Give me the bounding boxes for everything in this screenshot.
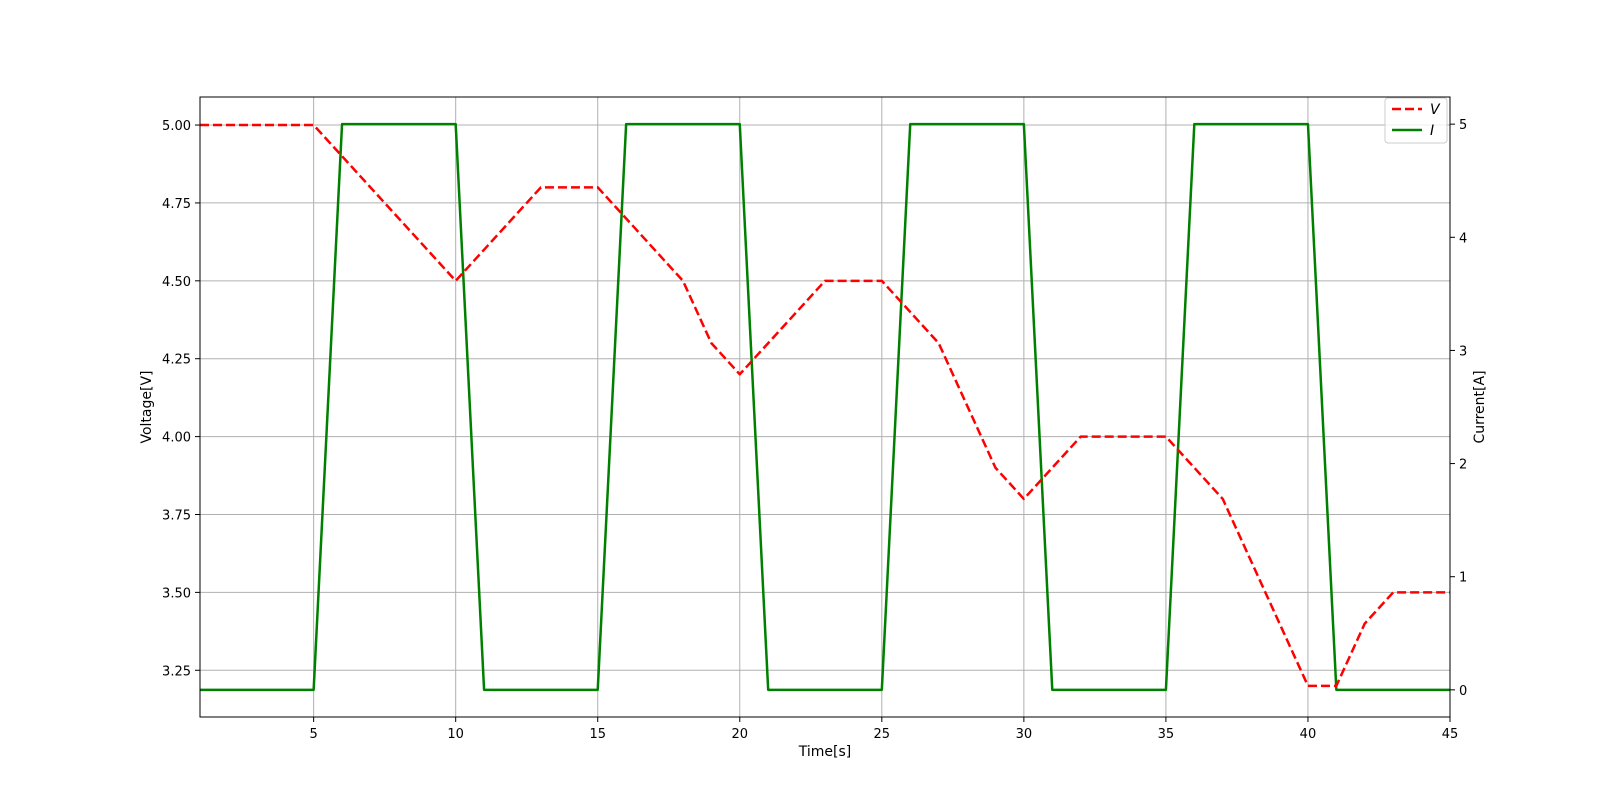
x-tick-label: 35 <box>1158 727 1175 742</box>
y2-tick-label: 0 <box>1459 684 1467 699</box>
x-tick-label: 5 <box>309 727 317 742</box>
y-tick-label: 3.75 <box>162 508 191 523</box>
y-tick-label: 5.00 <box>162 119 191 134</box>
y2-tick-label: 3 <box>1459 344 1467 359</box>
y-tick-label: 4.50 <box>162 275 191 290</box>
y-axis-label: Voltage[V] <box>139 370 155 443</box>
legend-label-i: I <box>1430 123 1434 139</box>
x-tick-label: 15 <box>589 727 606 742</box>
y2-tick-label: 5 <box>1459 118 1467 133</box>
x-tick-label: 40 <box>1300 727 1317 742</box>
series-line-v <box>200 123 1450 688</box>
y2-tick-label: 1 <box>1459 571 1467 586</box>
x-tick-label: 25 <box>874 727 891 742</box>
series-line-i <box>200 122 1450 692</box>
legend-label-v: V <box>1430 102 1441 118</box>
x-axis-label: Time[s] <box>798 744 851 760</box>
plot-lines <box>200 122 1450 692</box>
y2-axis-label: Current[A] <box>1472 370 1488 443</box>
y-tick-label: 4.75 <box>162 197 191 212</box>
y-tick-label: 3.25 <box>162 664 191 679</box>
x-tick-label: 45 <box>1442 727 1459 742</box>
y-tick-label: 4.25 <box>162 353 191 368</box>
grid <box>200 97 1451 717</box>
legend: V I <box>1384 97 1448 144</box>
y2-tick-label: 4 <box>1459 231 1467 246</box>
y2-tick-label: 2 <box>1459 458 1467 473</box>
y-tick-label: 3.50 <box>162 586 191 601</box>
x-tick-label: 10 <box>447 727 464 742</box>
x-tick-label: 20 <box>731 727 748 742</box>
axis-ticks: 5 10 15 20 25 30 35 40 453.253.503.754.004.254.5… <box>162 118 1467 742</box>
plot-frame <box>199 96 1451 718</box>
x-tick-label: 30 <box>1016 727 1033 742</box>
y-tick-label: 4.00 <box>162 431 191 446</box>
